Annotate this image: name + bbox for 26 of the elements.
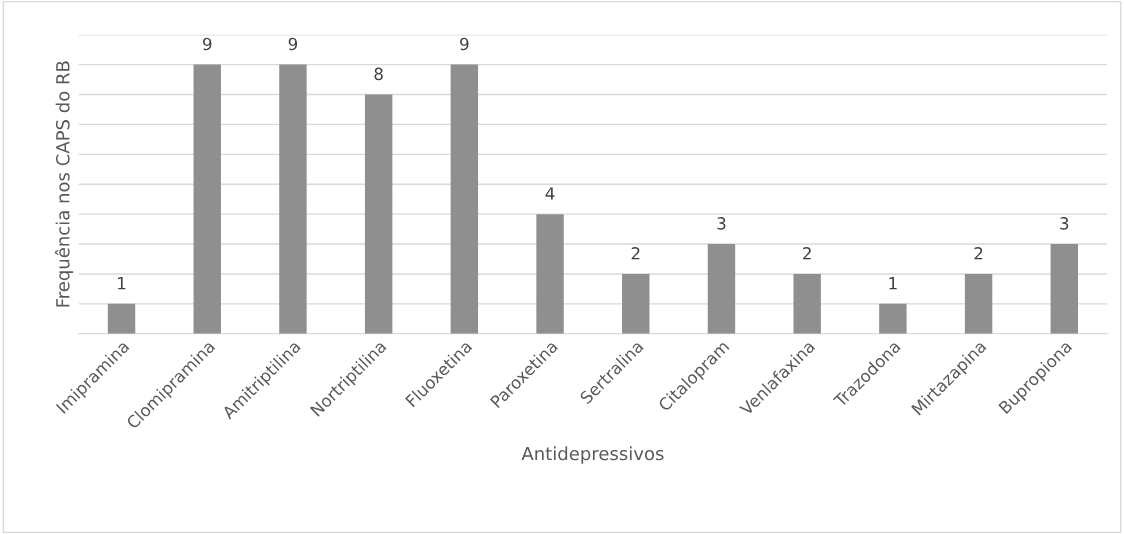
data-label: 1 bbox=[889, 277, 897, 290]
data-label: 3 bbox=[1060, 217, 1069, 230]
bar bbox=[450, 64, 479, 334]
bar bbox=[707, 244, 736, 334]
bar bbox=[107, 303, 136, 334]
data-label: 3 bbox=[717, 217, 726, 230]
bar bbox=[193, 64, 221, 334]
data-label: 9 bbox=[202, 37, 212, 51]
bar bbox=[879, 303, 907, 334]
bar bbox=[1050, 244, 1078, 334]
data-label: 9 bbox=[288, 37, 298, 51]
data-label: 2 bbox=[631, 246, 640, 260]
bar bbox=[364, 94, 393, 334]
bar bbox=[964, 273, 993, 334]
data-label: 9 bbox=[460, 37, 469, 51]
data-label: 2 bbox=[974, 246, 983, 260]
data-label: 4 bbox=[545, 187, 555, 200]
bar bbox=[793, 273, 821, 334]
data-label: 1 bbox=[118, 277, 126, 290]
y-axis-title: Frequência nos CAPS do RB bbox=[54, 61, 74, 307]
bar bbox=[622, 273, 650, 334]
data-label: 2 bbox=[803, 246, 811, 260]
data-label: 8 bbox=[374, 67, 383, 81]
bar bbox=[279, 64, 307, 334]
bar bbox=[536, 214, 564, 334]
x-axis-title: Antidepressivos bbox=[521, 446, 664, 464]
